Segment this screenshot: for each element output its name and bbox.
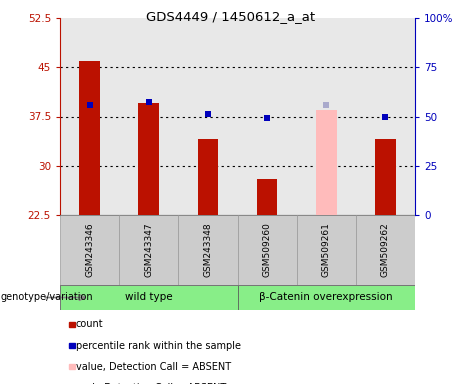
Bar xyxy=(316,110,337,215)
Bar xyxy=(198,139,218,215)
Bar xyxy=(297,215,356,285)
Bar xyxy=(119,215,178,285)
Bar xyxy=(356,18,415,215)
Text: GDS4449 / 1450612_a_at: GDS4449 / 1450612_a_at xyxy=(146,10,315,23)
Bar xyxy=(375,139,396,215)
Bar xyxy=(237,215,297,285)
Text: GSM509262: GSM509262 xyxy=(381,223,390,277)
Bar xyxy=(297,18,356,215)
Text: count: count xyxy=(76,319,103,329)
Text: GSM243347: GSM243347 xyxy=(144,223,153,277)
Text: GSM243348: GSM243348 xyxy=(203,223,213,277)
Bar xyxy=(178,18,237,215)
Bar xyxy=(237,18,297,215)
Text: GSM243346: GSM243346 xyxy=(85,223,94,277)
Bar xyxy=(178,215,237,285)
Bar xyxy=(60,18,119,215)
Text: GSM509260: GSM509260 xyxy=(263,223,272,277)
Text: genotype/variation: genotype/variation xyxy=(1,293,94,303)
Bar xyxy=(356,215,415,285)
Text: wild type: wild type xyxy=(125,293,172,303)
Bar xyxy=(237,285,415,310)
Text: β-Catenin overexpression: β-Catenin overexpression xyxy=(260,293,393,303)
Bar xyxy=(119,18,178,215)
Bar xyxy=(60,285,237,310)
Text: rank, Detection Call = ABSENT: rank, Detection Call = ABSENT xyxy=(76,383,226,384)
Bar xyxy=(257,179,278,215)
Text: GSM509261: GSM509261 xyxy=(322,223,331,277)
Text: percentile rank within the sample: percentile rank within the sample xyxy=(76,341,241,351)
Bar xyxy=(79,61,100,215)
Bar xyxy=(60,215,119,285)
Text: value, Detection Call = ABSENT: value, Detection Call = ABSENT xyxy=(76,362,231,372)
Bar xyxy=(138,103,159,215)
